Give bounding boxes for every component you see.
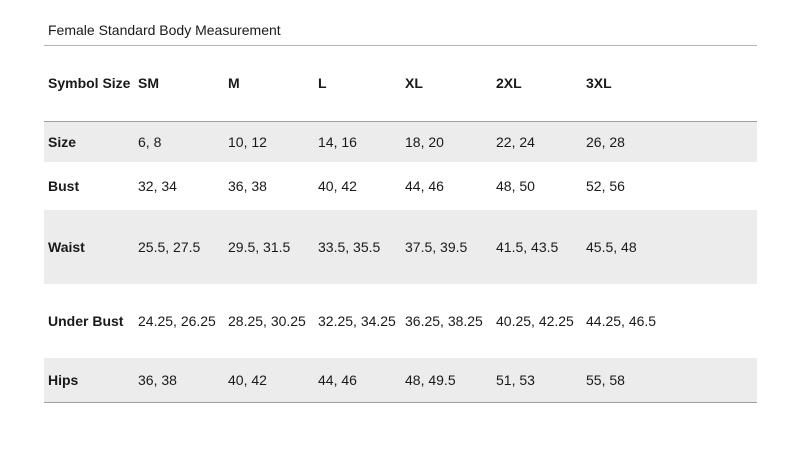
table-cell: 40, 42 [228, 371, 267, 388]
measurement-table: Symbol Size SM M L XL 2XL 3XL Size 6, 8 … [44, 45, 757, 403]
row-label: Under Bust [48, 313, 124, 329]
table-cell: 29.5, 31.5 [228, 239, 291, 255]
table-cell: 45.5, 48 [586, 239, 637, 255]
table-cell: 18, 20 [405, 133, 444, 150]
column-header-xl: XL [405, 74, 423, 91]
table-cell: 44.25, 46.5 [586, 313, 657, 329]
table-cell: 48, 49.5 [405, 371, 456, 388]
table-cell: 36, 38 [228, 178, 267, 194]
table-cell: 32, 34 [138, 178, 177, 194]
table-cell: 41.5, 43.5 [496, 239, 559, 255]
column-header-symbol-size: Symbol Size [48, 74, 131, 91]
table-header-row: Symbol Size SM M L XL 2XL 3XL [44, 45, 757, 121]
column-header-3xl: 3XL [586, 74, 612, 91]
table-cell: 36.25, 38.25 [405, 313, 483, 329]
table-cell: 55, 58 [586, 371, 625, 388]
table-cell: 36, 38 [138, 371, 177, 388]
table-cell: 6, 8 [138, 133, 162, 150]
table-cell: 32.25, 34.25 [318, 313, 396, 329]
table-cell: 37.5, 39.5 [405, 239, 468, 255]
table-cell: 10, 12 [228, 133, 267, 150]
table-cell: 52, 56 [586, 178, 625, 194]
row-label: Size [48, 133, 77, 150]
table-cell: 14, 16 [318, 133, 357, 150]
table-cell: 51, 53 [496, 371, 535, 388]
table-row-under-bust: Under Bust 24.25, 26.25 28.25, 30.25 32.… [44, 284, 757, 358]
table-cell: 44, 46 [318, 371, 357, 388]
table-cell: 25.5, 27.5 [138, 239, 201, 255]
table-row-size: Size 6, 8 10, 12 14, 16 18, 20 22, 24 26… [44, 121, 757, 162]
table-cell: 22, 24 [496, 133, 535, 150]
row-label: Bust [48, 178, 80, 194]
row-label: Hips [48, 371, 79, 388]
table-row-bust: Bust 32, 34 36, 38 40, 42 44, 46 48, 50 … [44, 162, 757, 210]
column-header-sm: SM [138, 74, 159, 91]
table-cell: 28.25, 30.25 [228, 313, 306, 329]
column-header-2xl: 2XL [496, 74, 522, 91]
table-cell: 24.25, 26.25 [138, 313, 216, 329]
page-title: Female Standard Body Measurement [48, 22, 281, 38]
table-cell: 40.25, 42.25 [496, 313, 574, 329]
table-row-hips: Hips 36, 38 40, 42 44, 46 48, 49.5 51, 5… [44, 358, 757, 402]
table-cell: 26, 28 [586, 133, 625, 150]
table-cell: 33.5, 35.5 [318, 239, 381, 255]
title-divider [44, 45, 757, 46]
table-cell: 44, 46 [405, 178, 444, 194]
row-label: Waist [48, 239, 85, 255]
table-row-waist: Waist 25.5, 27.5 29.5, 31.5 33.5, 35.5 3… [44, 210, 757, 284]
table-cell: 48, 50 [496, 178, 535, 194]
column-header-l: L [318, 74, 327, 91]
column-header-m: M [228, 74, 240, 91]
table-cell: 40, 42 [318, 178, 357, 194]
